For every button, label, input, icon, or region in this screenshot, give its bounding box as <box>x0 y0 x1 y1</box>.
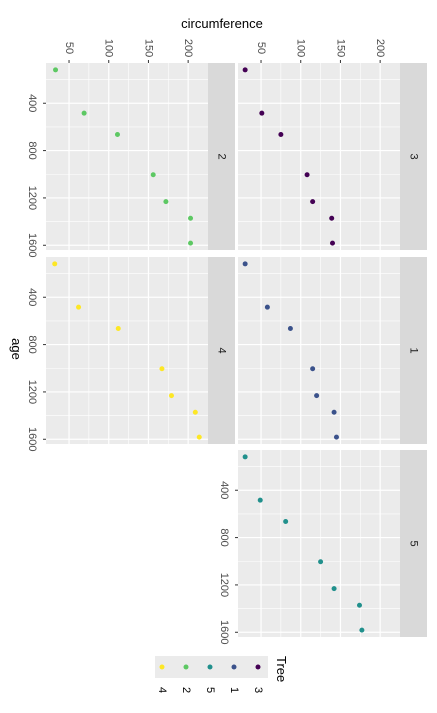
data-point <box>331 409 337 415</box>
data-point <box>330 240 335 246</box>
x-tick-label: 1600 <box>218 620 230 644</box>
data-point <box>53 67 59 73</box>
data-point <box>188 215 194 221</box>
data-point <box>159 366 165 372</box>
y-tick-label: 100 <box>103 39 115 57</box>
data-point <box>76 304 82 310</box>
x-axis-title: age <box>9 338 24 360</box>
y-tick-label: 200 <box>182 39 194 57</box>
data-point <box>81 110 87 116</box>
x-tick-label: 800 <box>26 141 38 159</box>
data-point <box>314 393 320 399</box>
legend-key-1 <box>231 664 237 670</box>
facet-strip-label: 1 <box>408 347 420 353</box>
data-point <box>333 434 339 440</box>
x-tick-label: 1200 <box>26 380 38 404</box>
x-tick-label: 1600 <box>26 427 38 451</box>
y-tick-label: 150 <box>142 39 154 57</box>
x-tick-label: 1200 <box>218 573 230 597</box>
x-tick-label: 400 <box>26 94 38 112</box>
panel-background <box>46 63 208 250</box>
data-point <box>259 110 265 116</box>
axis-ticks: 50 100 150 200 50 100 150 200 400 800 1200 1600 400 8… <box>26 39 386 645</box>
data-point <box>359 627 365 633</box>
data-point <box>196 434 202 440</box>
data-point <box>331 586 337 592</box>
panel-background <box>238 257 400 444</box>
data-point <box>188 240 194 246</box>
facet-panel-4: 4 <box>46 257 235 444</box>
legend-label-3: 3 <box>252 687 264 693</box>
data-point <box>278 131 284 137</box>
x-tick-label: 800 <box>218 528 230 546</box>
legend: Tree 3 1 5 2 4 <box>155 656 289 693</box>
data-point <box>52 261 58 267</box>
data-point <box>357 602 362 608</box>
facet-panels: 3 1 5 2 4 50 100 150 200 50 100 150 200 400 800 1200 160… <box>26 39 427 645</box>
x-tick-label: 400 <box>218 481 230 499</box>
facet-panel-5: 5 <box>238 450 427 637</box>
facet-panel-2: 2 <box>46 63 235 250</box>
data-point <box>163 199 169 205</box>
data-point <box>242 261 248 267</box>
data-point <box>192 409 198 415</box>
facet-panel-3: 3 <box>238 63 427 250</box>
legend-key-3 <box>255 664 261 670</box>
panel-background <box>238 450 400 637</box>
legend-key-2 <box>183 664 189 670</box>
facet-strip <box>400 257 427 444</box>
data-point <box>310 199 316 205</box>
data-point <box>318 559 324 565</box>
panel-background <box>46 257 208 444</box>
facet-strip <box>208 63 235 250</box>
data-point <box>114 131 120 137</box>
y-tick-label: 150 <box>334 39 346 57</box>
legend-label-4: 4 <box>156 687 168 693</box>
x-tick-label: 1200 <box>26 186 38 210</box>
data-point <box>242 67 248 73</box>
legend-key-4 <box>159 664 165 670</box>
facet-strip-label: 5 <box>408 540 420 546</box>
y-tick-label: 50 <box>255 42 267 54</box>
facet-strip <box>400 63 427 250</box>
legend-title: Tree <box>274 656 289 682</box>
x-tick-label: 800 <box>26 335 38 353</box>
data-point <box>168 393 174 399</box>
data-point <box>115 325 121 331</box>
panel-background <box>238 63 400 250</box>
data-point <box>287 325 293 331</box>
y-tick-label: 100 <box>295 39 307 57</box>
facet-strip <box>400 450 427 637</box>
data-point <box>283 518 289 524</box>
facet-strip-label: 2 <box>216 153 228 159</box>
data-point <box>242 454 248 460</box>
data-point <box>310 366 316 372</box>
data-point <box>150 172 156 178</box>
y-tick-label: 50 <box>63 42 75 54</box>
legend-items: 3 1 5 2 4 <box>156 664 264 693</box>
facet-strip-label: 4 <box>216 347 228 353</box>
legend-key-5 <box>207 664 213 670</box>
y-tick-label: 200 <box>374 39 386 57</box>
facet-strip-label: 3 <box>408 153 420 159</box>
y-axis-title: circumference <box>181 16 263 31</box>
data-point <box>304 172 310 178</box>
facet-strip <box>208 257 235 444</box>
facet-panel-1: 1 <box>238 257 427 444</box>
x-tick-label: 400 <box>26 288 38 306</box>
x-tick-label: 1600 <box>26 233 38 257</box>
legend-label-1: 1 <box>228 687 240 693</box>
legend-label-2: 2 <box>180 687 192 693</box>
legend-label-5: 5 <box>204 687 216 693</box>
data-point <box>257 497 263 503</box>
data-point <box>264 304 270 310</box>
data-point <box>329 215 335 221</box>
